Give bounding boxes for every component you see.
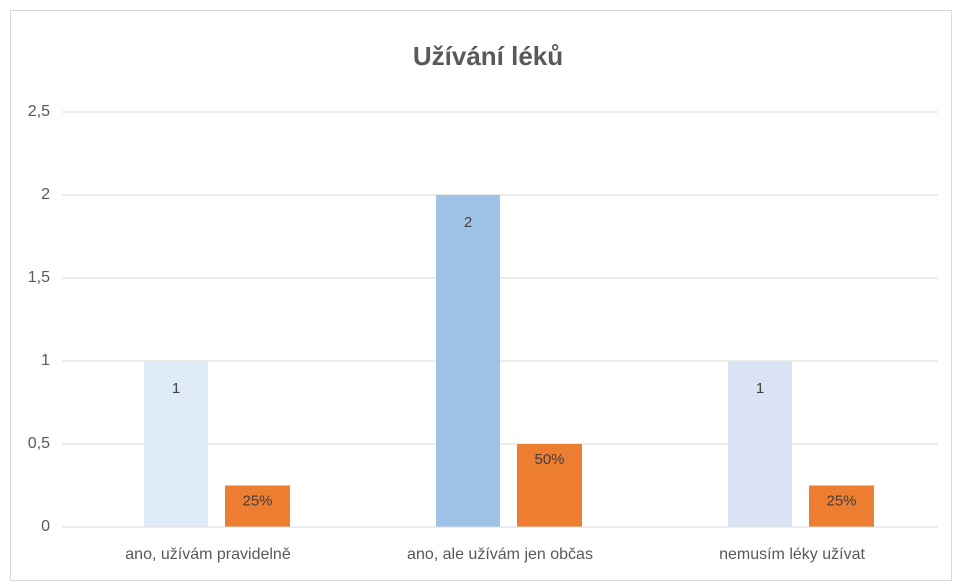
data-label: 50% — [534, 451, 564, 468]
bar — [144, 361, 208, 527]
x-tick-label: nemusím léky užívat — [719, 546, 865, 563]
y-tick-label: 2 — [41, 186, 50, 203]
bar — [728, 361, 792, 527]
y-tick-label: 1 — [41, 352, 50, 369]
data-label: 25% — [826, 492, 856, 509]
y-tick-label: 0,5 — [28, 435, 50, 452]
bar — [225, 485, 290, 527]
data-label: 2 — [464, 214, 472, 231]
chart-title: Užívání léků — [413, 41, 563, 71]
data-label: 1 — [756, 380, 764, 397]
y-tick-label: 0 — [41, 518, 50, 535]
bar — [517, 444, 582, 527]
y-tick-label: 2,5 — [28, 103, 50, 120]
y-tick-label: 1,5 — [28, 269, 50, 286]
x-tick-label: ano, ale užívám jen občas — [407, 546, 593, 563]
bar — [809, 485, 874, 527]
data-label: 1 — [172, 380, 180, 397]
data-label: 25% — [242, 492, 272, 509]
x-tick-label: ano, užívám pravidelně — [125, 546, 291, 563]
bar — [436, 195, 500, 527]
